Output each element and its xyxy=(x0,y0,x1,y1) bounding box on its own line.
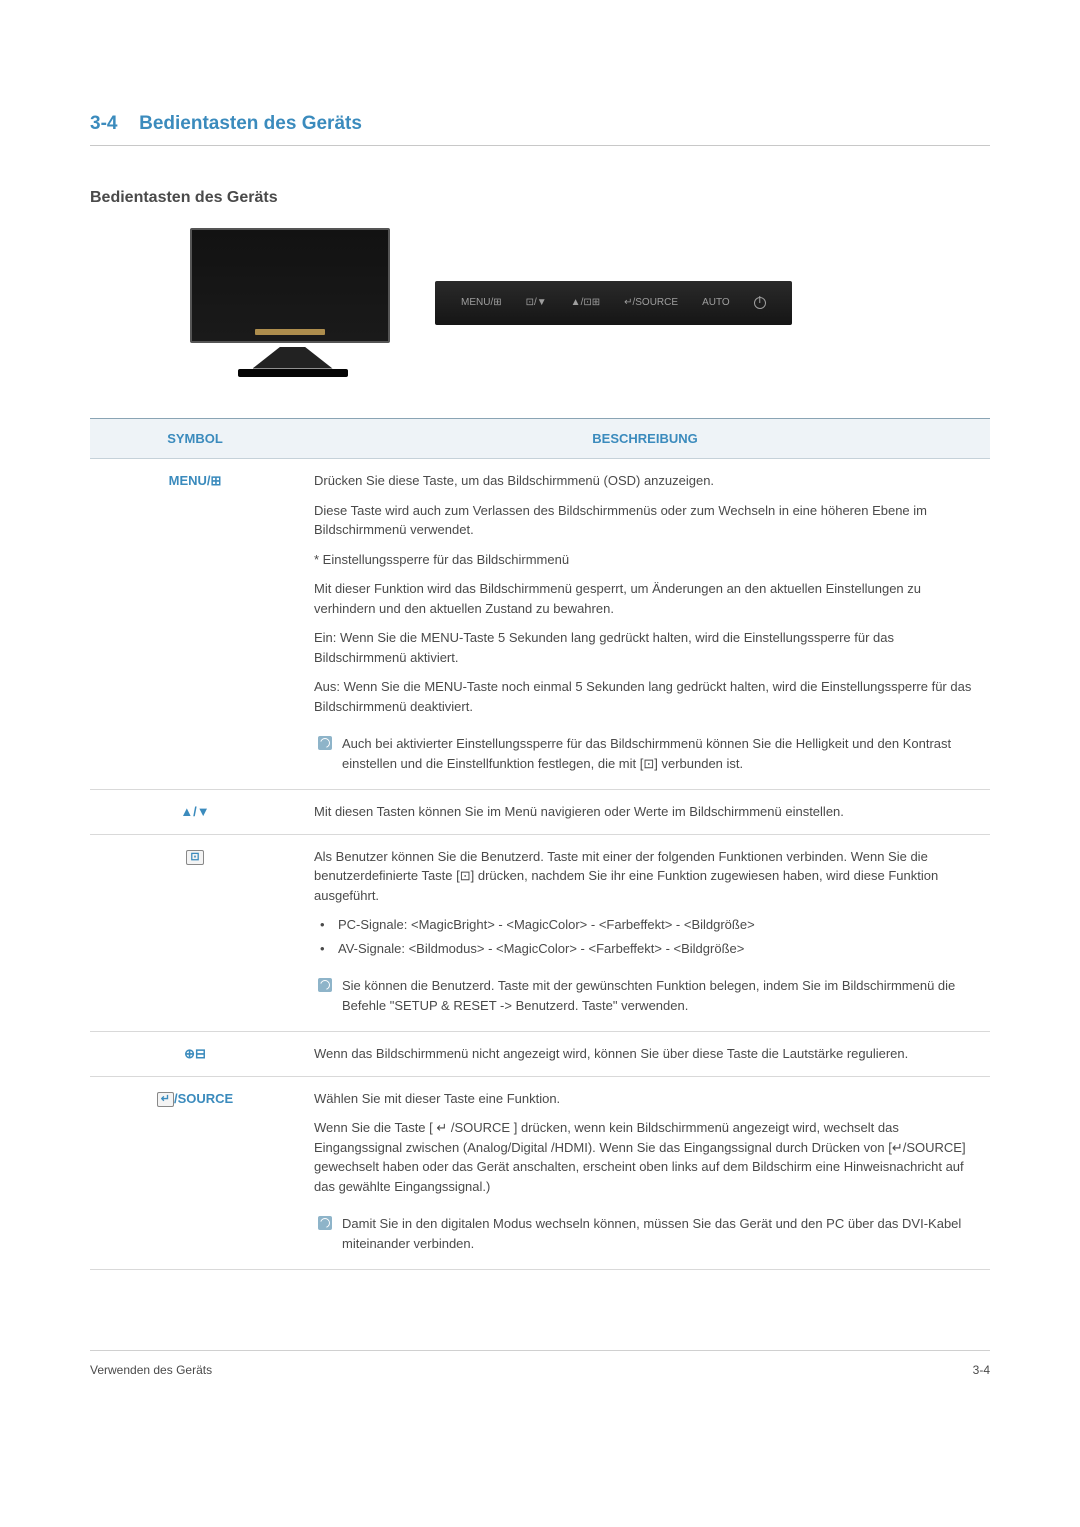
table-row: ⊕⊟ Wenn das Bildschirmmenü nicht angezei… xyxy=(90,1032,990,1077)
bullet-list: PC-Signale: <MagicBright> - <MagicColor>… xyxy=(314,915,976,958)
description-cell: Als Benutzer können Sie die Benutzerd. T… xyxy=(300,834,990,1032)
monitor-illustration xyxy=(190,228,395,378)
bar-label-source: ↵/SOURCE xyxy=(624,295,678,310)
bar-label-menu: MENU/⊞ xyxy=(461,295,502,310)
section-header: 3-4 Bedientasten des Geräts xyxy=(90,110,990,146)
table-body: MENU/⊞ Drücken Sie diese Taste, um das B… xyxy=(90,459,990,1270)
para: Ein: Wenn Sie die MENU-Taste 5 Sekunden … xyxy=(314,628,976,667)
subheading: Bedientasten des Geräts xyxy=(90,186,990,210)
footer-right: 3-4 xyxy=(973,1361,990,1379)
list-item: AV-Signale: <Bildmodus> - <MagicColor> -… xyxy=(320,939,976,959)
description-cell: Wählen Sie mit dieser Taste eine Funktio… xyxy=(300,1076,990,1270)
para: Diese Taste wird auch zum Verlassen des … xyxy=(314,501,976,540)
bar-label-up: ▲/⊡⊞ xyxy=(571,295,600,310)
note-box: Auch bei aktivierter Einstellungssperre … xyxy=(314,726,976,777)
symbol-cell: MENU/⊞ xyxy=(90,459,300,790)
description-cell: Wenn das Bildschirmmenü nicht angezeigt … xyxy=(300,1032,990,1077)
enter-icon: ↵ xyxy=(157,1092,174,1107)
symbol-cell: ▲/▼ xyxy=(90,790,300,835)
note-icon xyxy=(318,1216,332,1230)
table-row: MENU/⊞ Drücken Sie diese Taste, um das B… xyxy=(90,459,990,790)
symbol-cell: ⊡ xyxy=(90,834,300,1032)
section-title: Bedientasten des Geräts xyxy=(139,113,362,134)
para: Wählen Sie mit dieser Taste eine Funktio… xyxy=(314,1089,976,1109)
table-row: ⊡ Als Benutzer können Sie die Benutzerd.… xyxy=(90,834,990,1032)
para: * Einstellungssperre für das Bildschirmm… xyxy=(314,550,976,570)
symbol-cell: ⊕⊟ xyxy=(90,1032,300,1077)
col-header-description: BESCHREIBUNG xyxy=(300,418,990,459)
description-table: SYMBOL BESCHREIBUNG MENU/⊞ Drücken Sie d… xyxy=(90,418,990,1271)
para: Drücken Sie diese Taste, um das Bildschi… xyxy=(314,471,976,491)
power-icon xyxy=(754,297,766,309)
button-bar-illustration: MENU/⊞ ⊡/▼ ▲/⊡⊞ ↵/SOURCE AUTO xyxy=(435,281,792,325)
table-row: ↵/SOURCE Wählen Sie mit dieser Taste ein… xyxy=(90,1076,990,1270)
note-icon xyxy=(318,736,332,750)
para: Als Benutzer können Sie die Benutzerd. T… xyxy=(314,847,976,906)
para: Mit dieser Funktion wird das Bildschirmm… xyxy=(314,579,976,618)
note-text: Sie können die Benutzerd. Taste mit der … xyxy=(342,976,976,1015)
note-text: Auch bei aktivierter Einstellungssperre … xyxy=(342,734,976,773)
para: Wenn Sie die Taste [ ↵ /SOURCE ] drücken… xyxy=(314,1118,976,1196)
para: Aus: Wenn Sie die MENU-Taste noch einmal… xyxy=(314,677,976,716)
description-cell: Drücken Sie diese Taste, um das Bildschi… xyxy=(300,459,990,790)
table-row: ▲/▼ Mit diesen Tasten können Sie im Menü… xyxy=(90,790,990,835)
section-number: 3-4 xyxy=(90,113,117,134)
bar-label-auto: AUTO xyxy=(702,295,730,310)
para: Wenn das Bildschirmmenü nicht angezeigt … xyxy=(314,1044,976,1064)
symbol-cell: ↵/SOURCE xyxy=(90,1076,300,1270)
description-cell: Mit diesen Tasten können Sie im Menü nav… xyxy=(300,790,990,835)
note-icon xyxy=(318,978,332,992)
footer-left: Verwenden des Geräts xyxy=(90,1361,212,1379)
product-illustration-block: MENU/⊞ ⊡/▼ ▲/⊡⊞ ↵/SOURCE AUTO xyxy=(190,228,990,378)
note-text: Damit Sie in den digitalen Modus wechsel… xyxy=(342,1214,976,1253)
note-box: Sie können die Benutzerd. Taste mit der … xyxy=(314,968,976,1019)
note-box: Damit Sie in den digitalen Modus wechsel… xyxy=(314,1206,976,1257)
para: Mit diesen Tasten können Sie im Menü nav… xyxy=(314,802,976,822)
custom-key-icon: ⊡ xyxy=(186,850,203,865)
list-item: PC-Signale: <MagicBright> - <MagicColor>… xyxy=(320,915,976,935)
col-header-symbol: SYMBOL xyxy=(90,418,300,459)
page-footer: Verwenden des Geräts 3-4 xyxy=(90,1350,990,1379)
bar-label-down: ⊡/▼ xyxy=(526,295,547,310)
